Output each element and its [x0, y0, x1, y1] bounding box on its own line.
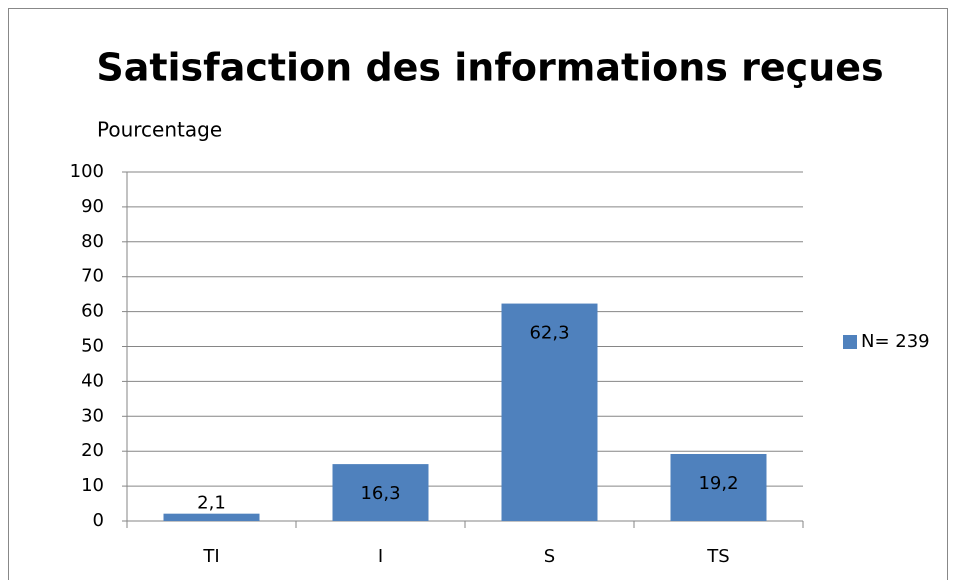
y-tick-label: 40 — [81, 370, 104, 391]
y-tick-label: 60 — [81, 301, 104, 322]
y-tick-label: 20 — [81, 440, 104, 461]
value-label: 2,1 — [197, 493, 226, 514]
y-tick-label: 0 — [93, 510, 104, 531]
bar — [163, 513, 260, 521]
y-axis-label: Pourcentage — [97, 118, 222, 142]
value-label: 62,3 — [529, 323, 569, 344]
legend-label: N= 239 — [861, 331, 930, 352]
y-tick-label: 10 — [81, 475, 104, 496]
y-tick-label: 30 — [81, 405, 104, 426]
legend-swatch — [843, 335, 857, 349]
x-tick-label: TI — [202, 546, 219, 567]
bar — [501, 303, 598, 521]
x-tick-label: I — [378, 546, 383, 567]
value-label: 19,2 — [698, 473, 738, 494]
y-tick-label: 80 — [81, 231, 104, 252]
chart-title: Satisfaction des informations reçues — [96, 46, 883, 90]
y-tick-label: 100 — [70, 161, 104, 182]
x-tick-label: S — [544, 546, 555, 567]
y-tick-label: 90 — [81, 196, 104, 217]
y-tick-label: 70 — [81, 266, 104, 287]
y-tick-label: 50 — [81, 336, 104, 357]
bar — [332, 464, 429, 521]
chart-frame — [8, 8, 948, 580]
bar — [670, 453, 767, 521]
x-tick-label: TS — [706, 546, 729, 567]
value-label: 16,3 — [360, 483, 400, 504]
